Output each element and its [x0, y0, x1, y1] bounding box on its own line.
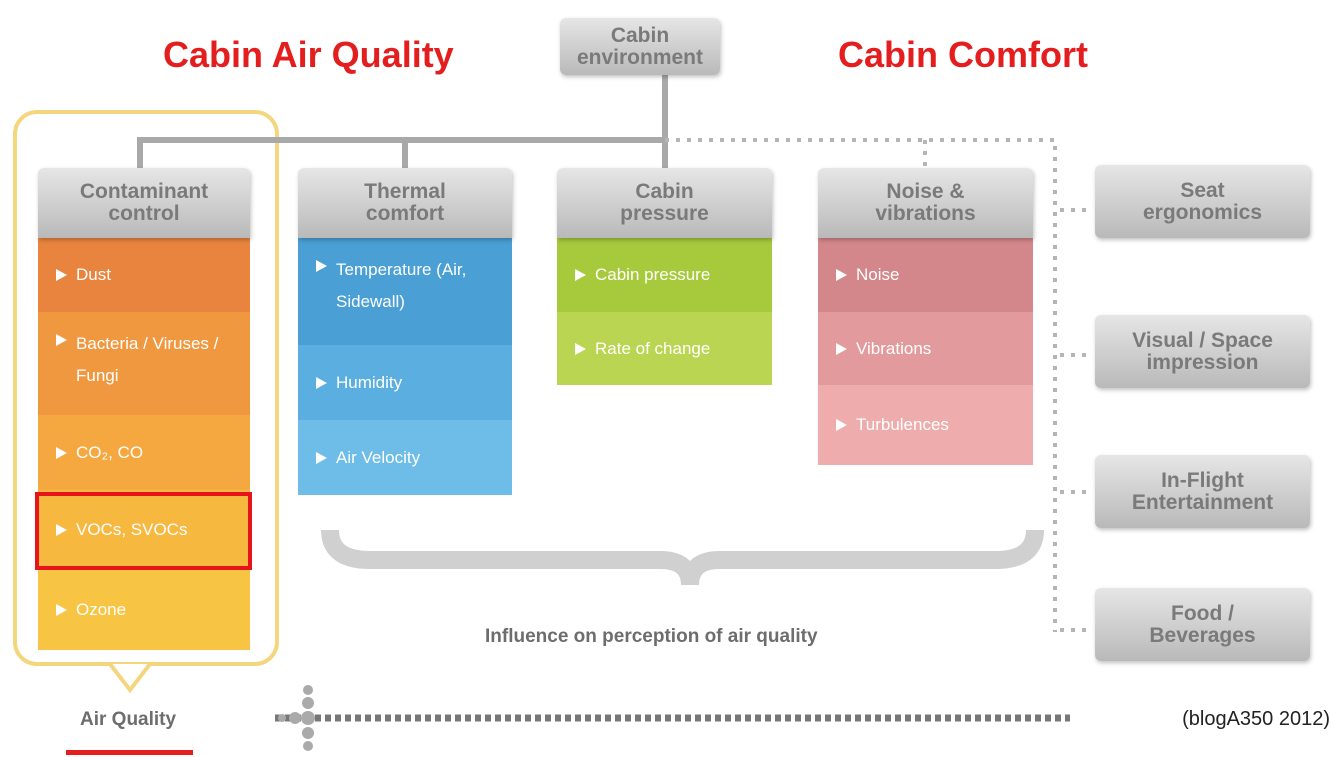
box-line: Contaminant: [79, 180, 209, 203]
list-item: CO₂, CO: [38, 415, 250, 490]
list-item: Temperature (Air, Sidewall): [298, 238, 512, 345]
underline: [66, 750, 193, 755]
list-item: Vibrations: [818, 312, 1033, 385]
tree-lines: [137, 75, 668, 168]
brace-label: Influence on perception of air quality: [485, 626, 818, 647]
box-line: Food /: [1171, 601, 1234, 625]
list-item: Humidity: [298, 345, 512, 420]
dot-cluster: [278, 685, 315, 751]
column-header: Noise & vibrations: [818, 168, 1033, 238]
side-box: Food / Beverages: [1095, 588, 1310, 661]
list-item: Ozone: [38, 570, 250, 650]
list-item: Cabin pressure: [557, 238, 772, 312]
box-line: In-Flight: [1161, 468, 1244, 492]
box-line: Thermal: [364, 180, 446, 203]
left-title: Cabin Air Quality: [163, 34, 454, 75]
side-box: Seat ergonomics: [1095, 165, 1310, 238]
citation: (blogA350 2012): [1182, 708, 1330, 730]
dotted-lines: [665, 138, 1090, 632]
frame-pointer: [108, 662, 152, 694]
box-line: Visual / Space: [1132, 328, 1273, 352]
box-line: control: [108, 202, 180, 225]
box-line: Noise &: [886, 180, 965, 203]
box-line: environment: [576, 45, 704, 69]
list-item: Air Velocity: [298, 420, 512, 495]
column-header: Thermal comfort: [298, 168, 512, 238]
list-item: Rate of change: [557, 312, 772, 385]
column-header: Contaminant control: [38, 168, 250, 238]
box-line: impression: [1146, 350, 1259, 374]
box-line: Cabin: [610, 23, 670, 47]
right-title: Cabin Comfort: [838, 34, 1088, 75]
side-box: Visual / Space impression: [1095, 315, 1310, 388]
box-line: Cabin: [635, 180, 694, 203]
highlight: [35, 492, 252, 570]
list-item: Bacteria / Viruses / Fungi: [38, 312, 250, 415]
list-item: Dust: [38, 238, 250, 312]
brace: [321, 529, 1044, 586]
box-line: comfort: [365, 202, 445, 225]
box-line: Seat: [1180, 178, 1225, 202]
box-line: Entertainment: [1131, 490, 1274, 514]
air-quality-label: Air Quality: [80, 709, 177, 730]
column-header: Cabin pressure: [557, 168, 772, 238]
box-line: Beverages: [1149, 623, 1256, 647]
side-box: In-Flight Entertainment: [1095, 455, 1310, 528]
box-line: pressure: [620, 202, 709, 225]
list-item: Turbulences: [818, 385, 1033, 465]
list-item: Noise: [818, 238, 1033, 312]
box-line: vibrations: [875, 202, 976, 225]
list-item: VOCs, SVOCs: [38, 490, 250, 570]
box-line: ergonomics: [1142, 200, 1263, 224]
root-box: Cabin environment: [560, 18, 720, 75]
